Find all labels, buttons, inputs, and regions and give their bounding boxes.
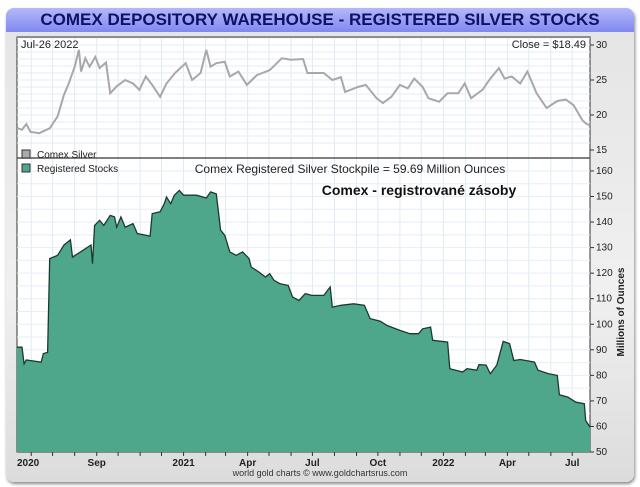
legend-swatch-stocks [21, 163, 31, 173]
y-tick-label-stocks: 160 [596, 166, 613, 177]
x-tick-label: Oct [370, 458, 387, 469]
legend-label-silver: Comex Silver [37, 150, 97, 161]
y-axis-label: Millions of Ounces [616, 267, 627, 356]
y-tick-label-silver: 30 [596, 40, 608, 51]
y-tick-label-stocks: 90 [596, 345, 608, 356]
stockpile-title: Comex Registered Silver Stockpile = 59.6… [195, 162, 505, 176]
silver-price-line [17, 49, 591, 135]
y-tick-label-silver: 25 [596, 75, 608, 86]
x-tick-label: Apr [239, 458, 256, 469]
x-tick-label: Jul [565, 458, 580, 469]
y-tick-label-stocks: 120 [596, 268, 613, 279]
y-tick-label-silver: 15 [596, 145, 608, 156]
registered-stocks-area [17, 190, 590, 452]
y-tick-label-stocks: 50 [596, 447, 608, 458]
y-tick-label-stocks: 150 [596, 192, 613, 203]
chart-title: COMEX DEPOSITORY WAREHOUSE - REGISTERED … [6, 8, 634, 32]
registered-stocks-line [17, 189, 591, 428]
legend-label-stocks: Registered Stocks [37, 164, 118, 175]
close-label: Close = $18.49 [512, 39, 586, 51]
x-tick-label: 2022 [432, 458, 455, 469]
annotation: Comex - registrované zásoby [322, 182, 517, 198]
y-tick-label-silver: 20 [596, 110, 608, 121]
y-tick-label-stocks: 80 [596, 370, 608, 381]
footer-credit: world gold charts © www.goldchartsrus.co… [232, 468, 408, 478]
stocks-panel [17, 189, 591, 452]
y-tick-label-stocks: 60 [596, 421, 608, 432]
date-label: Jul-26 2022 [21, 39, 79, 51]
y-tick-label-stocks: 70 [596, 396, 608, 407]
x-tick-label: 2021 [172, 458, 195, 469]
x-tick-label: 2020 [17, 458, 40, 469]
y-tick-label-stocks: 130 [596, 243, 613, 254]
y-tick-label-stocks: 110 [596, 294, 612, 305]
axes: 15 20 25 30 50 60 70 80 90 100 110 120 130 140 150 160 2… [17, 40, 613, 469]
legend-swatch-silver [21, 149, 31, 159]
y-tick-label-stocks: 140 [596, 217, 613, 228]
x-tick-label: Apr [499, 458, 516, 469]
x-tick-label: Sep [88, 458, 106, 469]
x-tick-label: Jul [305, 458, 320, 469]
silver-panel [17, 49, 591, 135]
y-tick-label-stocks: 100 [596, 319, 613, 330]
